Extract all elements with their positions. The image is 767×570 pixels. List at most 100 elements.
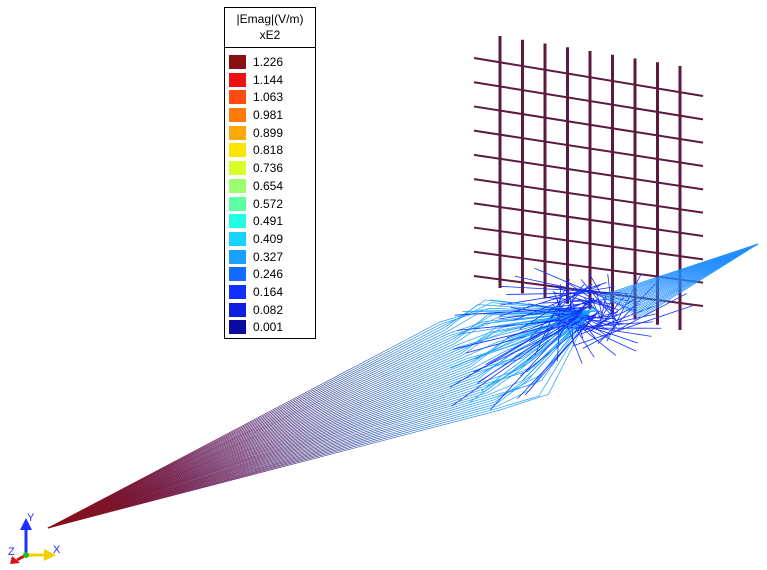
spike-wire (639, 243, 759, 319)
mesh-wire (569, 321, 653, 329)
legend-entry: 1.226 (225, 54, 315, 72)
mesh-wire (451, 313, 583, 407)
legend-swatch (229, 302, 246, 317)
field-wire (47, 311, 591, 529)
legend-entry: 0.164 (225, 284, 315, 302)
legend-value: 1.226 (253, 55, 284, 69)
legend-entry: 1.063 (225, 89, 315, 107)
legend-swatch (229, 320, 246, 335)
field-wire (47, 311, 591, 529)
mesh-wire (498, 305, 593, 320)
x-axis-label: X (53, 544, 61, 556)
field-wire (47, 311, 591, 529)
grid-rod-horizontal (473, 81, 704, 121)
field-wire (47, 311, 591, 529)
legend-value: 1.144 (253, 72, 284, 87)
grid-rod-horizontal (473, 105, 704, 144)
mesh-wire (506, 292, 622, 295)
legend-entry: 0.082 (225, 302, 315, 320)
field-wire (47, 311, 591, 529)
mesh-wire (476, 311, 583, 384)
field-wire (47, 311, 591, 529)
field-wire (47, 311, 591, 529)
mesh-wire (469, 317, 588, 403)
color-legend: |Emag|(V/m) xE2 1.226 1.144 1.063 0.981 0.89… (224, 7, 316, 339)
mesh-wire (450, 307, 596, 369)
legend-value: 0.736 (253, 161, 284, 176)
field-wire (47, 311, 591, 529)
field-wire (47, 311, 591, 529)
legend-value: 0.572 (253, 196, 284, 211)
legend-value: 0.246 (253, 267, 284, 282)
legend-scale: xE2 (259, 28, 281, 42)
grid-rod-horizontal (473, 178, 704, 214)
legend-value: 0.164 (253, 284, 284, 299)
legend-swatch (229, 108, 246, 123)
mesh-wire (580, 279, 617, 322)
legend-value: 0.899 (253, 125, 284, 140)
legend-value: 0.082 (253, 302, 284, 317)
legend-swatch (229, 143, 246, 158)
mesh-wire (454, 307, 585, 316)
legend-swatch (229, 284, 246, 299)
field-wire (47, 304, 591, 529)
legend-entries: 1.226 1.144 1.063 0.981 0.899 0.818 0.736 0.654… (225, 54, 315, 337)
legend-swatch (229, 72, 246, 87)
field-wire (47, 311, 591, 529)
axis-triad: Y X Z (8, 512, 61, 564)
legend-entry: 1.144 (225, 72, 315, 90)
mesh-wire (525, 310, 599, 396)
legend-entry: 0.736 (225, 160, 315, 178)
legend-entry: 0.654 (225, 178, 315, 196)
legend-swatch (229, 55, 246, 69)
legend-value: 0.654 (253, 178, 284, 193)
field-wire (47, 311, 591, 529)
legend-swatch (229, 196, 246, 211)
legend-entry: 0.001 (225, 319, 315, 337)
z-axis-label: Z (8, 546, 15, 558)
grid-rod-horizontal (473, 153, 704, 191)
legend-swatch (229, 178, 246, 193)
legend-swatch (229, 214, 246, 229)
mesh-wire (597, 281, 658, 345)
mesh-wire (459, 314, 583, 335)
legend-value: 0.327 (253, 249, 284, 264)
mesh-wire (517, 316, 596, 399)
mesh-wire (534, 267, 635, 312)
mesh-wire (481, 306, 594, 392)
legend-value: 0.981 (253, 108, 284, 123)
grid-rod-horizontal (473, 226, 704, 261)
field-wireframe (47, 243, 759, 529)
legend-swatch (229, 267, 246, 282)
field-wire (47, 311, 591, 529)
y-axis-label: Y (27, 512, 35, 524)
legend-entry: 0.409 (225, 231, 315, 249)
legend-title: |Emag|(V/m) (236, 12, 304, 26)
mesh-wire (462, 310, 583, 314)
legend-entry: 0.899 (225, 125, 315, 143)
field-wire (47, 311, 591, 529)
grid-rod-horizontal (473, 129, 704, 167)
mesh-wire (520, 317, 594, 377)
legend-value: 1.063 (253, 90, 284, 105)
legend-value: 0.491 (253, 214, 284, 229)
mesh-wire (449, 306, 586, 388)
legend-swatch (229, 231, 246, 246)
legend-value: 0.409 (253, 231, 284, 246)
field-wire (47, 311, 591, 529)
mesh-wire (499, 286, 615, 306)
legend-swatch (229, 161, 246, 176)
mesh-wire (550, 300, 602, 309)
mesh-wire (522, 316, 586, 380)
grid-rod-horizontal (473, 57, 704, 97)
mesh-wire (582, 293, 687, 349)
legend-entry: 0.818 (225, 142, 315, 160)
legend-entry: 0.572 (225, 196, 315, 214)
legend-swatch (229, 125, 246, 140)
mesh-wire (513, 285, 601, 321)
mesh-wire (572, 305, 693, 347)
mesh-wire (489, 307, 585, 411)
grid-rod-horizontal (473, 202, 704, 237)
